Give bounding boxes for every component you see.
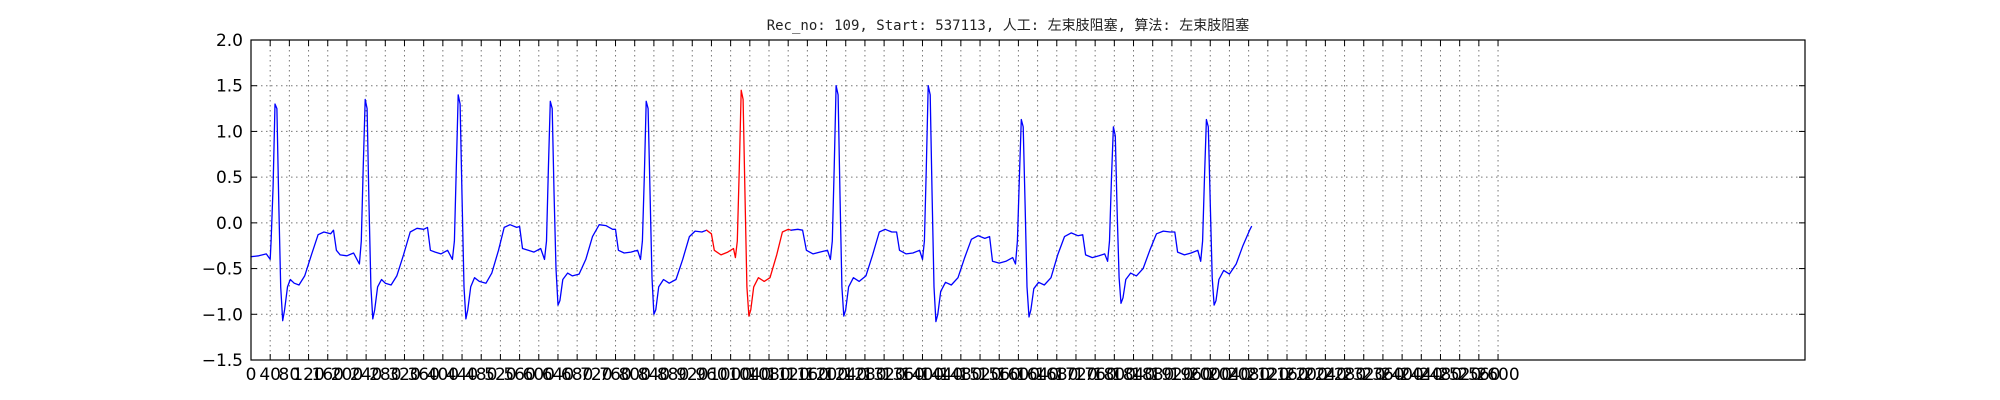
x-tick-label: 760 [599, 365, 631, 385]
x-tick-label: 2600 [1476, 365, 1519, 385]
x-tick-label: 2320 [1342, 365, 1385, 385]
x-tick-label: 560 [503, 365, 535, 385]
x-tick-label: 2000 [1189, 365, 1232, 385]
x-tick-label: 0 [246, 365, 257, 385]
x-tick-label: 1000 [709, 365, 752, 385]
x-tick-label: 1200 [805, 365, 848, 385]
x-tick-label: 1720 [1054, 365, 1097, 385]
x-tick-label: 2200 [1285, 365, 1328, 385]
x-tick-label: 2040 [1208, 365, 1251, 385]
x-tick-label: 120 [292, 365, 324, 385]
x-tick-label: 960 [695, 365, 727, 385]
x-tick-label: 680 [561, 365, 593, 385]
chart-title: Rec_no: 109, Start: 537113, 人工: 左束肢阻塞, 算… [767, 17, 1250, 34]
x-tick-label: 1320 [862, 365, 905, 385]
x-tick-label: 1840 [1112, 365, 1155, 385]
ecg-series-line [790, 85, 1253, 323]
x-tick-label: 880 [657, 365, 689, 385]
x-tick-label: 440 [446, 365, 478, 385]
x-tick-label: 2480 [1419, 365, 1462, 385]
x-tick-label: 200 [331, 365, 363, 385]
x-tick-label: 840 [638, 365, 670, 385]
x-tick-label: 280 [369, 365, 401, 385]
axis-ticks [250, 39, 1805, 361]
x-tick-label: 1880 [1131, 365, 1174, 385]
x-tick-label: 2400 [1380, 365, 1423, 385]
x-tick-label: 1040 [728, 365, 771, 385]
x-tick-label: 1760 [1074, 365, 1117, 385]
x-tick-label: 2160 [1265, 365, 1308, 385]
y-tick-label: −1.0 [202, 305, 243, 325]
x-tick-label: 520 [484, 365, 516, 385]
x-tick-label: 400 [427, 365, 459, 385]
x-tick-label: 2120 [1246, 365, 1289, 385]
x-tick-label: 1240 [824, 365, 867, 385]
x-tick-label: 1080 [747, 365, 790, 385]
x-tick-label: 480 [465, 365, 497, 385]
ecg-series-line [250, 94, 708, 322]
y-tick-label: −1.5 [202, 351, 243, 371]
ecg-series [250, 85, 1253, 323]
y-axis-tick-labels: −1.5 −1.0 −0.5 0.0 0.5 1.0 1.5 2.0 [202, 31, 243, 371]
x-tick-label: 2240 [1304, 365, 1347, 385]
grid-lines [251, 40, 1805, 360]
x-tick-label: 1160 [786, 365, 829, 385]
x-tick-label: 1640 [1016, 365, 1059, 385]
y-tick-label: 1.5 [216, 77, 243, 97]
plot-frame [250, 39, 1806, 361]
x-axis-tick-labels: 0 408012016020024028032036040044048052056… [246, 365, 1520, 385]
x-tick-label: 240 [350, 365, 382, 385]
x-tick-label: 720 [580, 365, 612, 385]
x-tick-label: 40 [259, 365, 281, 385]
x-tick-label: 1960 [1169, 365, 1212, 385]
x-tick-label: 1440 [920, 365, 963, 385]
x-tick-label: 360 [407, 365, 439, 385]
x-tick-label: 2080 [1227, 365, 1270, 385]
y-tick-label: 0.0 [216, 214, 243, 234]
x-tick-label: 2280 [1323, 365, 1366, 385]
x-tick-label: 2520 [1438, 365, 1481, 385]
x-tick-label: 320 [388, 365, 420, 385]
x-tick-label: 160 [312, 365, 344, 385]
x-tick-label: 1480 [939, 365, 982, 385]
x-tick-label: 920 [676, 365, 708, 385]
x-tick-label: 1280 [843, 365, 886, 385]
x-tick-label: 1520 [958, 365, 1001, 385]
y-tick-label: 2.0 [216, 31, 243, 51]
x-tick-label: 1400 [901, 365, 944, 385]
y-tick-label: 0.5 [216, 168, 243, 188]
x-tick-label: 1120 [767, 365, 810, 385]
x-tick-label: 1680 [1035, 365, 1078, 385]
x-tick-label: 800 [618, 365, 650, 385]
x-tick-label: 2360 [1361, 365, 1404, 385]
x-tick-label: 1920 [1150, 365, 1193, 385]
x-tick-label: 1800 [1093, 365, 1136, 385]
x-tick-label: 1600 [997, 365, 1040, 385]
ecg-series-line [705, 89, 792, 317]
x-tick-label: 2560 [1457, 365, 1500, 385]
y-tick-label: 1.0 [216, 122, 243, 142]
x-tick-label: 80 [279, 365, 301, 385]
x-tick-label: 1360 [882, 365, 925, 385]
x-tick-label: 600 [523, 365, 555, 385]
x-tick-label: 1560 [978, 365, 1021, 385]
x-tick-label: 2440 [1400, 365, 1443, 385]
y-tick-label: −0.5 [202, 260, 243, 280]
x-tick-label: 640 [542, 365, 574, 385]
